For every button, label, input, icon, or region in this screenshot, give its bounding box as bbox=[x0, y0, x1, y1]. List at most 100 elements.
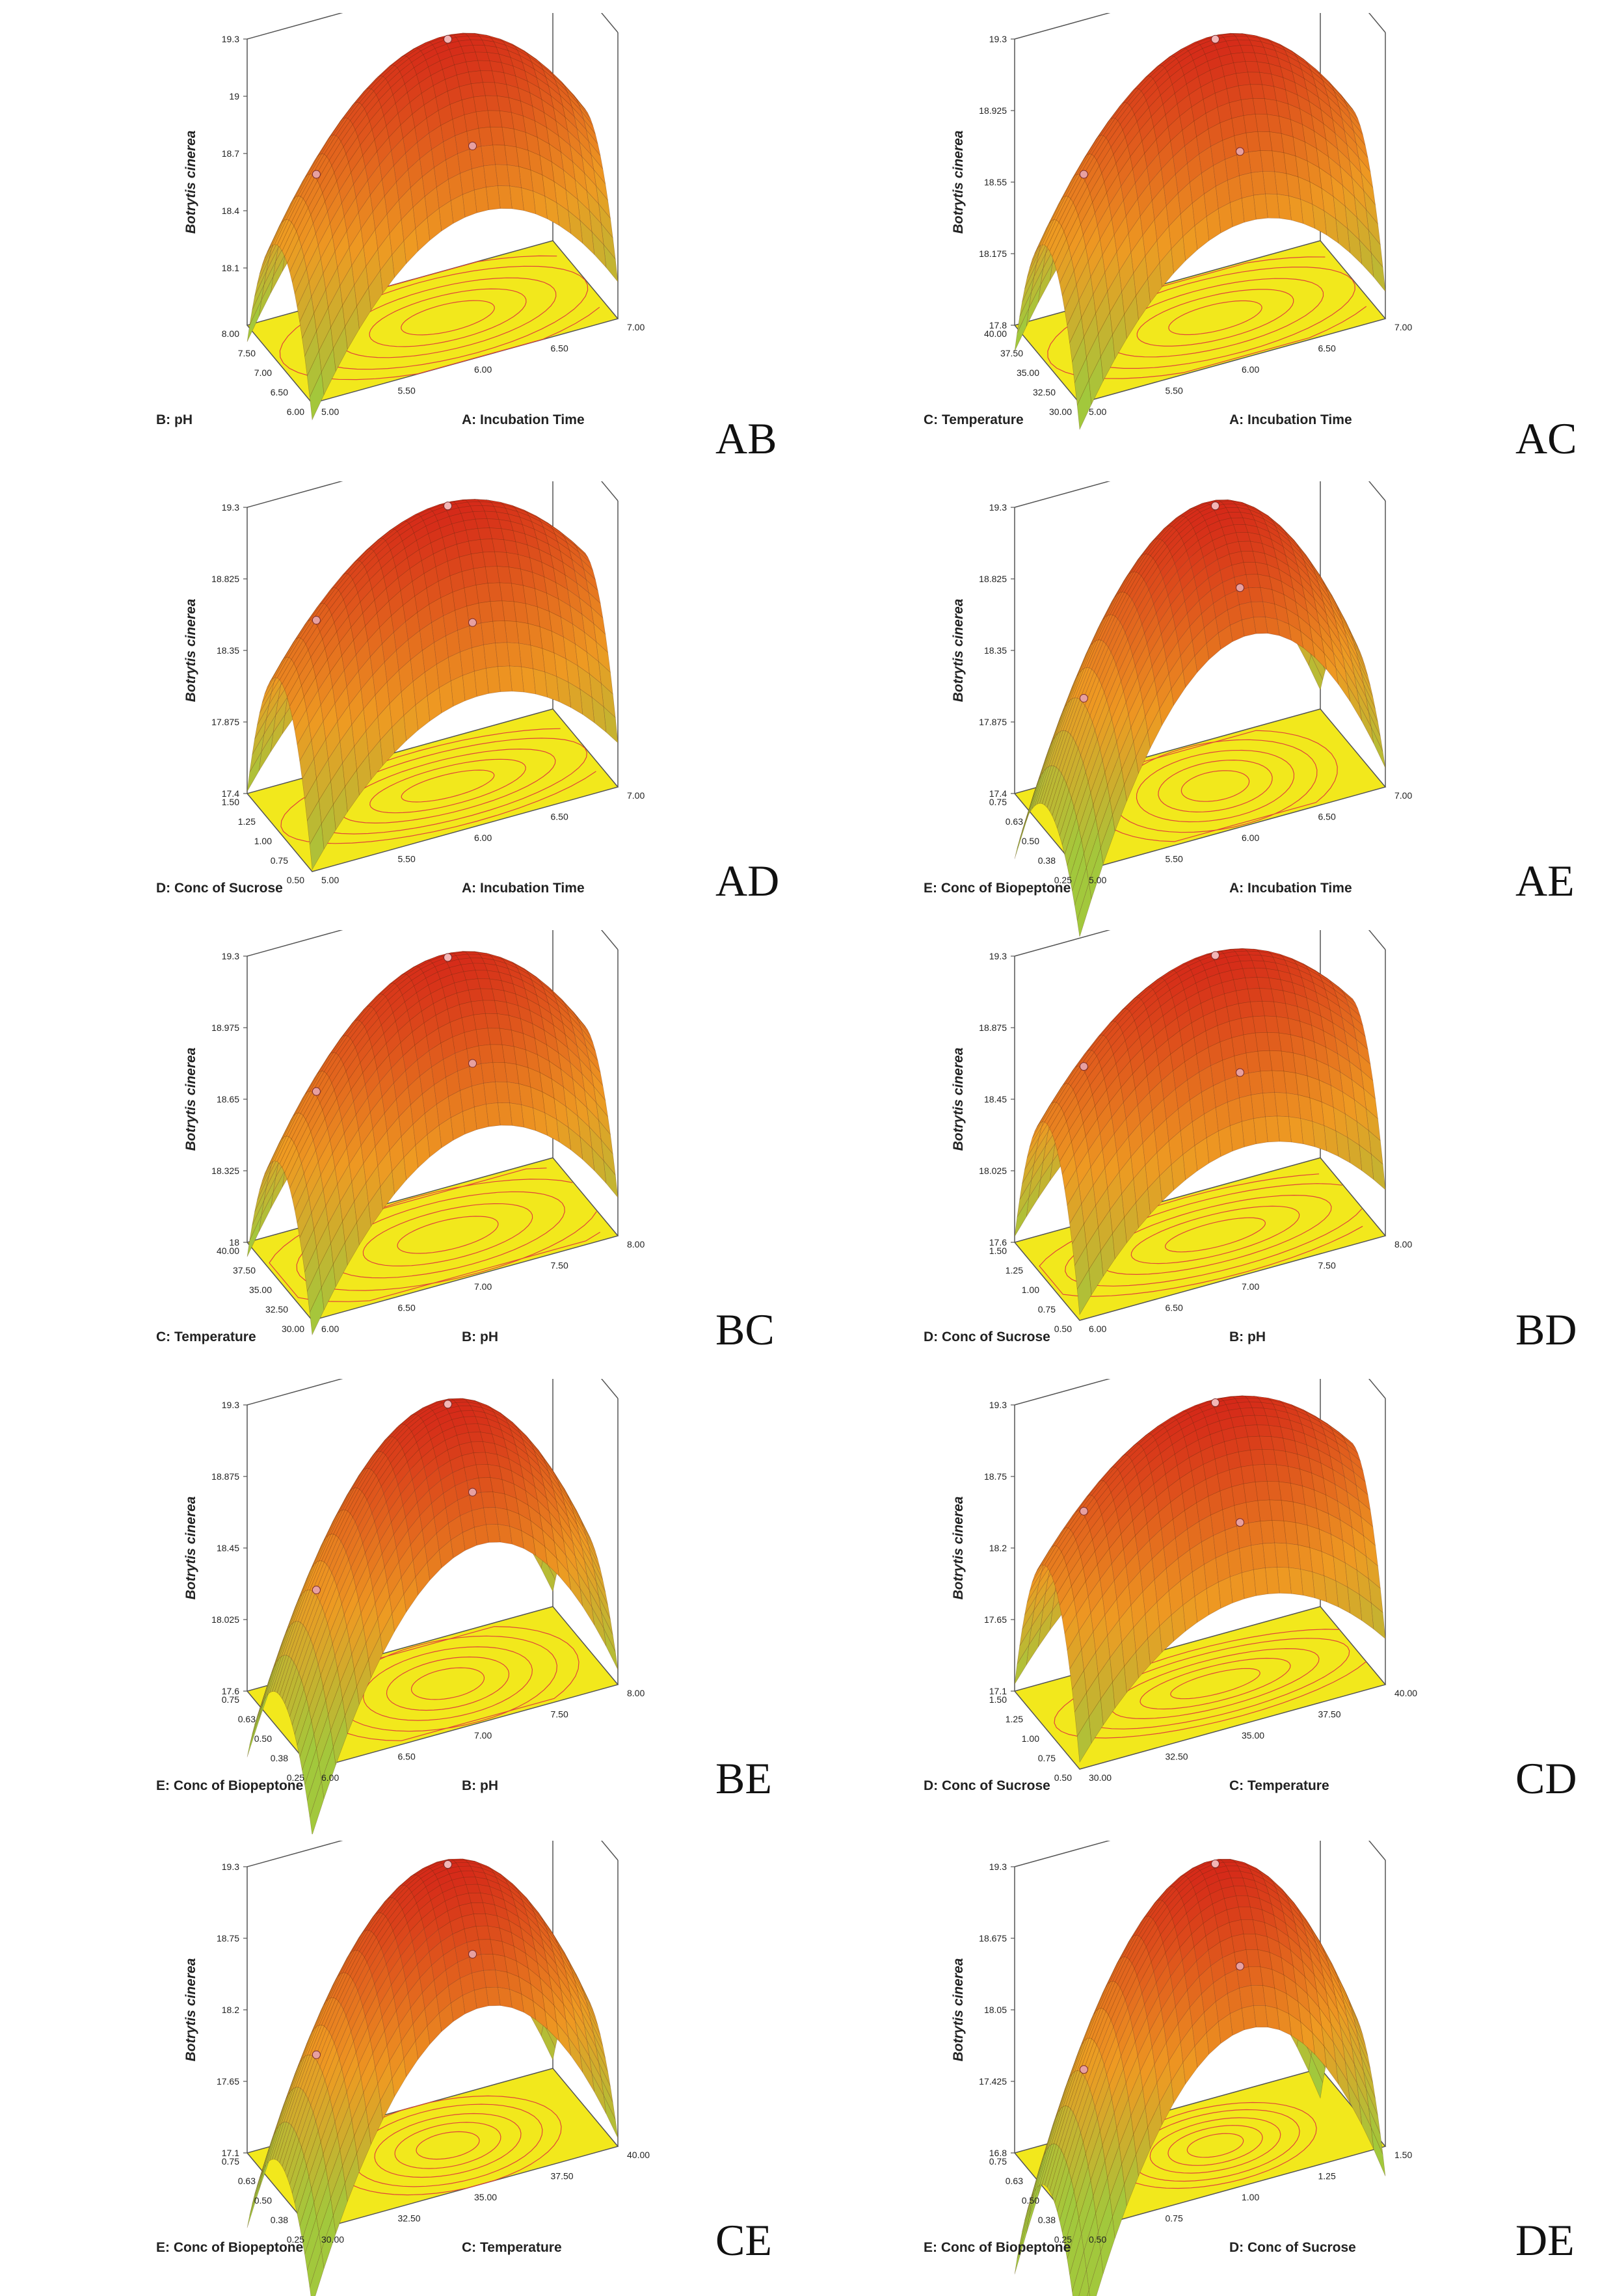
z-axis-label: Botrytis cinerea bbox=[183, 130, 198, 234]
y-axis-label: C: Temperature bbox=[156, 1329, 256, 1344]
y-tick-label: 1.50 bbox=[989, 1246, 1007, 1256]
x-tick-label: 6.00 bbox=[474, 833, 492, 843]
y-tick-label: 35.00 bbox=[1017, 367, 1039, 378]
frame-edge bbox=[247, 1379, 553, 1405]
x-tick-label: 6.00 bbox=[1089, 1324, 1106, 1334]
x-tick-label: 5.00 bbox=[321, 875, 339, 885]
z-axis-label: Botrytis cinerea bbox=[951, 130, 966, 234]
response-surface bbox=[247, 1398, 618, 1834]
z-tick-label: 18.1 bbox=[222, 263, 239, 273]
design-point bbox=[444, 502, 452, 510]
design-point bbox=[469, 142, 477, 150]
y-tick-label: 0.50 bbox=[1022, 836, 1039, 846]
z-tick-label: 18.7 bbox=[222, 148, 239, 159]
x-axis-label: A: Incubation Time bbox=[462, 881, 585, 896]
design-point bbox=[1236, 1069, 1244, 1076]
y-tick-label: 30.00 bbox=[282, 1324, 304, 1334]
design-point bbox=[1236, 584, 1244, 592]
x-tick-label: 5.50 bbox=[1166, 386, 1183, 396]
x-tick-label: 7.00 bbox=[474, 1281, 492, 1292]
z-tick-label: 18.825 bbox=[979, 574, 1007, 584]
z-tick-label: 19.3 bbox=[222, 34, 239, 44]
y-axis-label: B: pH bbox=[156, 412, 193, 427]
design-point bbox=[444, 35, 452, 43]
design-point bbox=[1212, 502, 1220, 510]
y-tick-label: 35.00 bbox=[249, 1285, 272, 1295]
z-tick-label: 18.55 bbox=[984, 177, 1007, 187]
y-tick-label: 40.00 bbox=[217, 1246, 239, 1256]
z-tick-label: 18.025 bbox=[979, 1166, 1007, 1176]
z-tick-label: 18.4 bbox=[222, 206, 239, 216]
x-tick-label: 6.50 bbox=[1166, 1303, 1183, 1313]
x-tick-label: 5.50 bbox=[1166, 854, 1183, 864]
z-tick-label: 18.975 bbox=[211, 1022, 239, 1033]
frame-edge bbox=[1320, 930, 1385, 950]
panel-label-ad: AD bbox=[715, 859, 779, 903]
x-tick-label: 7.00 bbox=[1394, 790, 1412, 801]
y-tick-label: 32.50 bbox=[1033, 387, 1056, 397]
panel-label-ab: AB bbox=[715, 416, 777, 461]
y-tick-label: 30.00 bbox=[1049, 407, 1072, 417]
y-tick-label: 40.00 bbox=[984, 328, 1007, 339]
panel-label-bc: BC bbox=[715, 1307, 775, 1352]
x-tick-label: 6.50 bbox=[1318, 343, 1336, 354]
z-tick-label: 18.35 bbox=[984, 645, 1007, 656]
frame-edge bbox=[247, 13, 553, 39]
x-tick-label: 8.00 bbox=[627, 1239, 645, 1249]
x-tick-label: 8.00 bbox=[1394, 1239, 1412, 1249]
y-tick-label: 6.00 bbox=[287, 407, 304, 417]
z-tick-label: 19 bbox=[229, 91, 239, 101]
panel-label-ae: AE bbox=[1515, 859, 1575, 903]
panel-label-bd: BD bbox=[1515, 1307, 1577, 1352]
design-point bbox=[469, 1060, 477, 1067]
x-axis-label: A: Incubation Time bbox=[1229, 412, 1352, 427]
z-tick-label: 18.175 bbox=[979, 248, 1007, 259]
design-point bbox=[1236, 148, 1244, 155]
z-axis-label: Botrytis cinerea bbox=[951, 598, 966, 702]
frame-edge bbox=[1015, 930, 1320, 956]
z-tick-label: 18.35 bbox=[217, 645, 239, 656]
z-tick-label: 18.325 bbox=[211, 1166, 239, 1176]
design-point bbox=[1080, 1063, 1087, 1071]
x-axis-label: B: pH bbox=[1229, 1329, 1266, 1344]
x-axis-label: A: Incubation Time bbox=[1229, 881, 1352, 896]
design-point bbox=[1080, 170, 1087, 178]
x-tick-label: 5.00 bbox=[1089, 407, 1106, 417]
y-axis-label: E: Conc of Biopeptone bbox=[924, 881, 1071, 896]
x-tick-label: 7.50 bbox=[551, 1261, 568, 1271]
y-tick-label: 32.50 bbox=[265, 1304, 288, 1315]
frame-edge bbox=[1320, 481, 1385, 501]
z-tick-label: 19.3 bbox=[989, 34, 1007, 44]
y-tick-label: 0.38 bbox=[1038, 855, 1056, 866]
x-tick-label: 6.50 bbox=[551, 343, 568, 354]
frame-edge bbox=[247, 481, 553, 507]
y-tick-label: 8.00 bbox=[222, 328, 239, 339]
x-axis-label: A: Incubation Time bbox=[462, 412, 585, 427]
z-tick-label: 18.825 bbox=[211, 574, 239, 584]
x-tick-label: 5.50 bbox=[398, 854, 416, 864]
frame-edge bbox=[1320, 13, 1385, 33]
x-tick-label: 7.00 bbox=[627, 790, 645, 801]
y-tick-label: 0.50 bbox=[287, 875, 304, 885]
z-axis-label: Botrytis cinerea bbox=[183, 598, 198, 702]
x-tick-label: 7.00 bbox=[627, 322, 645, 332]
y-tick-label: 0.63 bbox=[1006, 816, 1023, 827]
x-tick-label: 6.00 bbox=[1242, 833, 1259, 843]
panel-label-ac: AC bbox=[1515, 416, 1577, 461]
y-tick-label: 1.25 bbox=[1006, 1265, 1023, 1275]
frame-edge bbox=[1015, 13, 1320, 39]
frame-edge bbox=[553, 481, 618, 501]
design-point bbox=[312, 170, 320, 178]
x-tick-label: 6.00 bbox=[474, 364, 492, 375]
x-tick-label: 5.00 bbox=[1089, 875, 1106, 885]
x-tick-label: 7.50 bbox=[1318, 1261, 1336, 1271]
